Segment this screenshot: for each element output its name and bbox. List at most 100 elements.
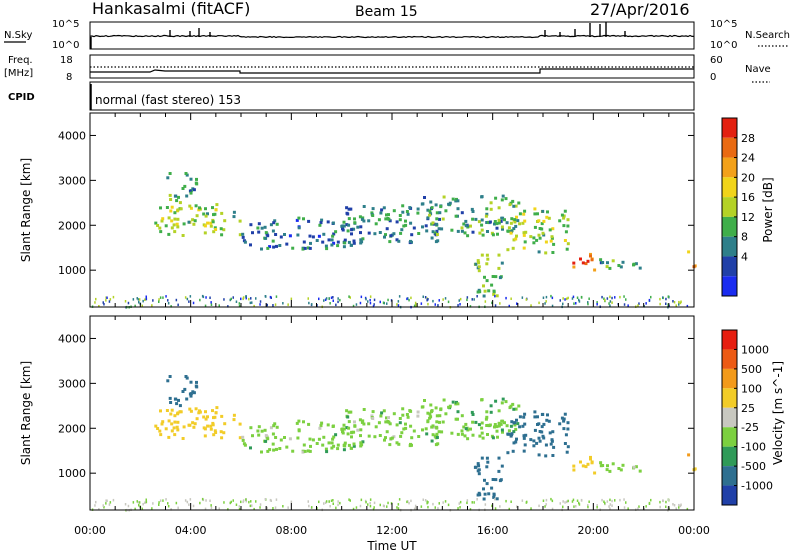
power-echo-cell <box>187 220 191 224</box>
power-echo-cell <box>412 226 416 230</box>
velocity-echo-cell <box>343 444 347 448</box>
velocity-echo-cell <box>466 501 468 505</box>
y-tick-label: 4000 <box>58 129 86 142</box>
power-echo-cell <box>451 197 455 201</box>
power-echo-cell <box>511 246 515 250</box>
power-echo-cell <box>420 302 423 305</box>
velocity-echo-cell <box>606 464 609 468</box>
velocity-echo-cell <box>369 498 372 501</box>
velocity-echo-cell <box>242 499 245 502</box>
power-echo-cell <box>497 206 501 210</box>
velocity-echo-cell <box>469 427 472 431</box>
velocity-echo-cell <box>272 448 276 452</box>
power-echo-cell <box>361 237 365 241</box>
nave-tick-top: 60 <box>710 55 723 66</box>
velocity-echo-cell <box>667 506 669 509</box>
velocity-echo-cell <box>679 504 682 508</box>
velocity-echo-cell <box>505 499 507 503</box>
velocity-echo-cell <box>202 415 206 419</box>
power-echo-cell <box>551 227 555 231</box>
velocity-echo-cell <box>545 498 548 502</box>
power-echo-cell <box>548 228 552 232</box>
velocity-echo-cell <box>463 434 467 438</box>
velocity-echo-cell <box>384 420 388 424</box>
power-echo-cell <box>489 201 493 205</box>
velocity-echo-cell <box>124 503 127 506</box>
velocity-echo-cell <box>259 503 262 506</box>
power-echo-cell <box>609 295 611 299</box>
velocity-echo-cell <box>516 422 520 426</box>
velocity-echo-cell <box>382 409 386 413</box>
velocity-echo-cell <box>563 442 567 445</box>
power-echo-cell <box>478 231 482 235</box>
velocity-echo-cell <box>209 499 211 502</box>
velocity-y-axis: 1000 2000 3000 4000 <box>58 332 694 480</box>
velocity-echo-cell <box>213 429 217 433</box>
velocity-echo-cell <box>185 397 189 401</box>
velocity-echo-cell <box>439 408 443 412</box>
power-echo-cell <box>494 304 497 307</box>
power-echo-cell <box>339 298 341 302</box>
power-echo-cell <box>359 238 363 242</box>
velocity-echo-cell <box>414 504 417 508</box>
power-echo-cell <box>485 212 489 216</box>
power-echo-cell <box>202 212 206 216</box>
power-echo-cell <box>271 239 275 243</box>
power-echo-cell <box>158 300 160 303</box>
power-echo-cell <box>341 227 344 231</box>
velocity-echo-cell <box>399 434 403 438</box>
power-echo-cell <box>199 298 201 302</box>
colorbar-tick-label: 25 <box>741 402 755 415</box>
velocity-echo-cell <box>523 422 527 426</box>
power-echo-cell <box>562 302 564 306</box>
power-echo-cell <box>535 238 539 242</box>
velocity-echo-cell <box>186 500 189 504</box>
velocity-echo-cell <box>407 500 409 503</box>
power-echo-cell <box>645 302 647 305</box>
velocity-echo-cell <box>474 465 478 469</box>
sky-scale-bottom: 10^0 <box>52 40 79 51</box>
power-echo-cell <box>400 228 404 232</box>
power-echo-cell <box>385 213 388 217</box>
power-echo-cell <box>347 207 351 211</box>
velocity-echo-cell <box>428 412 432 416</box>
velocity-echo-cell <box>515 418 518 422</box>
power-echo-cell <box>477 261 481 265</box>
velocity-echo-cell <box>301 450 305 454</box>
power-echo-cell <box>189 177 193 181</box>
velocity-echo-cell <box>438 420 441 424</box>
power-echo-cell <box>369 301 372 305</box>
power-echo-cell <box>512 227 516 231</box>
velocity-echo-cell <box>485 482 489 486</box>
power-echo-cell <box>477 220 481 224</box>
power-echo-cell <box>161 217 165 221</box>
power-echo-cell <box>350 232 353 236</box>
velocity-echo-cell <box>240 500 242 504</box>
velocity-echo-cell <box>496 435 499 439</box>
power-echo-cell <box>259 303 261 306</box>
power-echo-cell <box>266 303 268 307</box>
velocity-echo-cell <box>345 409 349 413</box>
velocity-echo-cell <box>159 409 162 413</box>
power-echo-cell <box>164 224 168 228</box>
velocity-echo-cell <box>367 434 371 438</box>
velocity-echo-cell <box>408 501 410 505</box>
velocity-echo-cell <box>385 416 388 420</box>
power-echo-cell <box>497 218 501 222</box>
velocity-colorbar: 1000 500 100 25 -25 -100 -500 -1000 <box>721 329 773 506</box>
power-echo-cell <box>213 212 217 216</box>
power-echo-cell <box>385 227 389 231</box>
velocity-echo-cell <box>342 448 346 452</box>
velocity-echo-cell <box>448 404 452 408</box>
velocity-echo-cell <box>474 420 478 424</box>
velocity-echo-cell <box>189 394 193 398</box>
velocity-echo-cell <box>522 415 526 419</box>
power-echo-cell <box>506 248 510 252</box>
power-echo-cell <box>476 259 480 263</box>
power-echo-cell <box>433 231 437 235</box>
velocity-echo-cell <box>359 428 363 432</box>
power-echo-cell <box>379 211 383 215</box>
power-echo-cell <box>383 235 386 239</box>
power-echo-cell <box>191 218 195 222</box>
velocity-echo-cell <box>609 503 612 506</box>
